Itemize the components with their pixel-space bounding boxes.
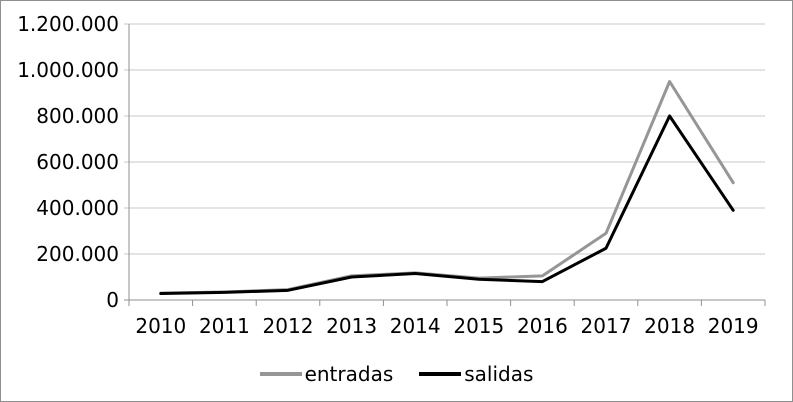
y-tick-label: 400.000 [36, 196, 119, 220]
x-tick-label: 2016 [517, 314, 568, 338]
x-tick-label: 2018 [644, 314, 695, 338]
y-tick-label: 600.000 [36, 150, 119, 174]
series-line-salidas [159, 114, 735, 296]
x-tick-label: 2019 [708, 314, 759, 338]
x-tick-label: 2010 [135, 314, 186, 338]
x-tick-label: 2015 [453, 314, 504, 338]
y-tick-label: 1.200.000 [17, 12, 119, 36]
y-tick-label: 800.000 [36, 104, 119, 128]
legend-label-salidas: salidas [464, 362, 534, 386]
x-tick-label: 2017 [581, 314, 632, 338]
y-tick-label: 200.000 [36, 242, 119, 266]
x-tick-label: 2014 [390, 314, 441, 338]
y-tick-label: 1.000.000 [17, 58, 119, 82]
x-tick-label: 2011 [199, 314, 250, 338]
x-tick-label: 2013 [326, 314, 377, 338]
series-line-entradas [159, 80, 735, 295]
x-tick-label: 2012 [263, 314, 314, 338]
entradas-line-swatch [259, 372, 302, 376]
chart-legend: entradas salidas [1, 357, 792, 391]
y-tick-label: 0 [106, 288, 119, 312]
legend-label-entradas: entradas [304, 362, 394, 386]
legend-item-entradas: entradas [259, 362, 394, 386]
salidas-line-swatch [419, 372, 462, 376]
legend-item-salidas: salidas [419, 364, 533, 384]
